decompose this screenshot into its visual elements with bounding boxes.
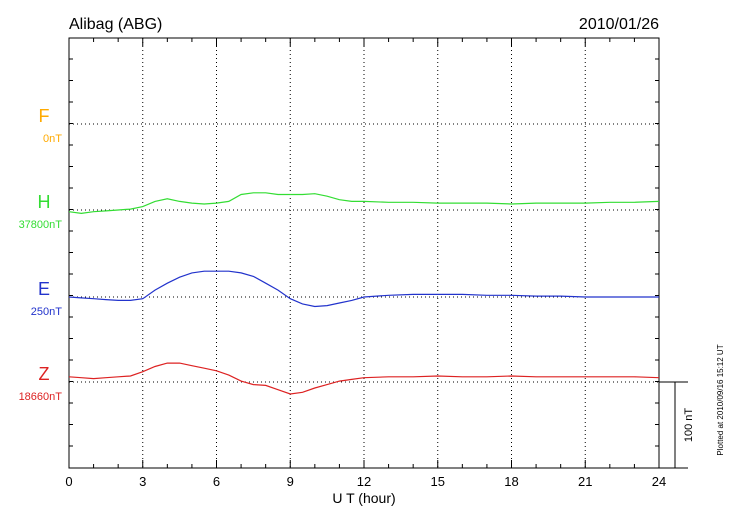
x-tick-label: 9 xyxy=(287,474,294,489)
x-tick-label: 24 xyxy=(652,474,666,489)
series-baseline-h: 37800nT xyxy=(19,219,63,231)
series-labels: F 0nT H 37800nT E 250nT Z 18660nT xyxy=(19,106,63,403)
series-layer xyxy=(68,192,660,395)
x-tick-label: 21 xyxy=(578,474,592,489)
scale-bar: 100 nT xyxy=(659,381,695,469)
series-line-z xyxy=(68,362,660,395)
x-tick-label: 18 xyxy=(504,474,518,489)
series-baseline-e: 250nT xyxy=(31,306,62,318)
x-axis-label: U T (hour) xyxy=(332,490,395,506)
x-tick-label: 0 xyxy=(65,474,72,489)
series-line-e xyxy=(68,270,659,308)
chart-title: Alibag (ABG) xyxy=(69,16,162,33)
footer-note: Plotted at 2010/09/16 15:12 UT xyxy=(716,344,725,455)
series-name-f: F xyxy=(39,106,50,126)
series-name-e: E xyxy=(38,279,50,299)
x-tick-label: 15 xyxy=(431,474,445,489)
x-tick-label: 6 xyxy=(213,474,220,489)
axis-ticks: 0 3 6 9 12 15 18 21 24 xyxy=(65,38,666,489)
x-tick-label: 12 xyxy=(357,474,371,489)
chart-date: 2010/01/26 xyxy=(579,16,659,33)
grid-lines xyxy=(69,38,659,468)
series-name-z: Z xyxy=(39,364,50,384)
series-line-h xyxy=(68,192,660,215)
scale-bar-label: 100 nT xyxy=(683,408,695,443)
x-tick-label: 3 xyxy=(139,474,146,489)
series-baseline-z: 18660nT xyxy=(19,391,63,403)
series-name-h: H xyxy=(38,192,51,212)
series-baseline-f: 0nT xyxy=(43,133,62,145)
